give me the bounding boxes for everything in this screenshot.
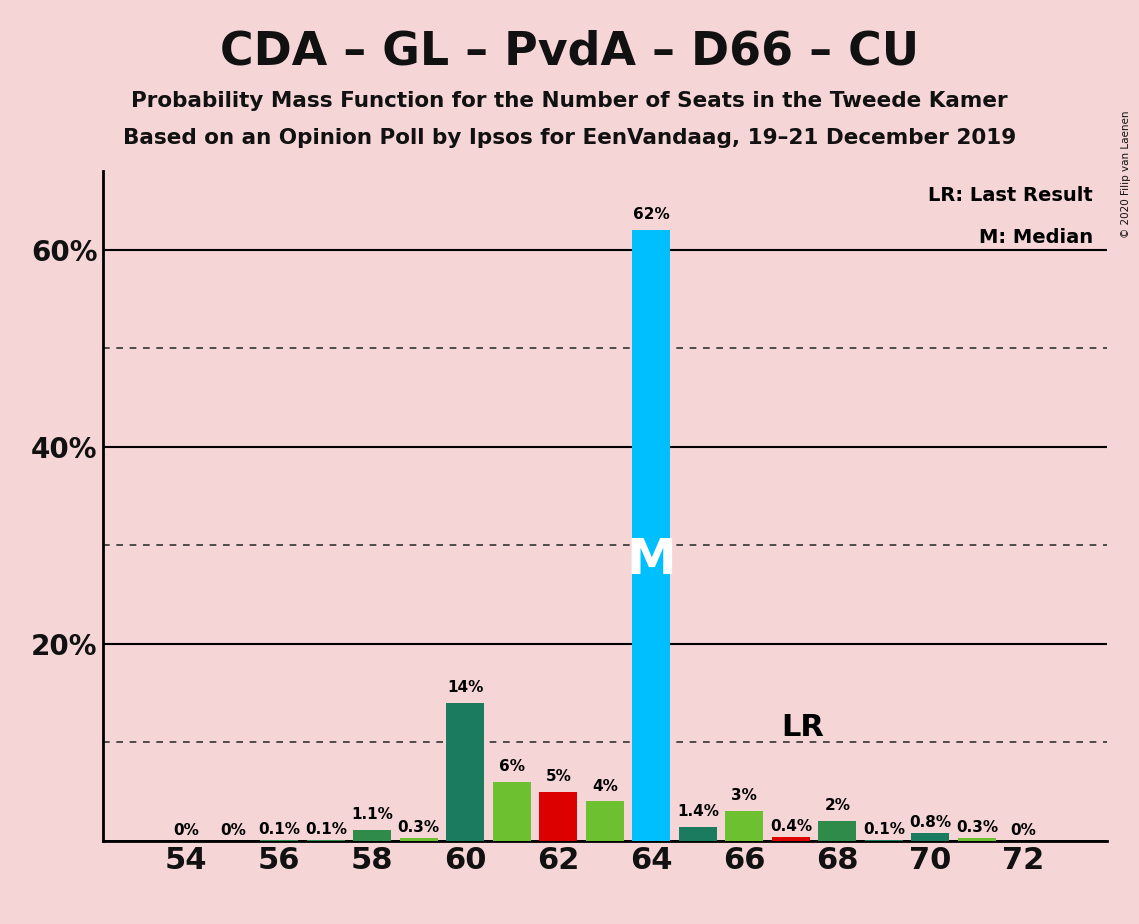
Bar bbox=[400, 838, 437, 841]
Text: 14%: 14% bbox=[448, 680, 483, 695]
Bar bbox=[353, 830, 392, 841]
Text: LR: Last Result: LR: Last Result bbox=[928, 186, 1093, 205]
Bar bbox=[446, 703, 484, 841]
Text: 0.3%: 0.3% bbox=[398, 820, 440, 835]
Text: 0.3%: 0.3% bbox=[956, 820, 998, 835]
Text: 1.4%: 1.4% bbox=[677, 804, 719, 820]
Text: 3%: 3% bbox=[731, 788, 757, 803]
Text: 4%: 4% bbox=[592, 779, 617, 794]
Text: 0.8%: 0.8% bbox=[909, 815, 951, 830]
Bar bbox=[539, 792, 577, 841]
Bar bbox=[306, 840, 345, 841]
Text: Based on an Opinion Poll by Ipsos for EenVandaag, 19–21 December 2019: Based on an Opinion Poll by Ipsos for Ee… bbox=[123, 128, 1016, 148]
Text: 1.1%: 1.1% bbox=[351, 808, 393, 822]
Bar bbox=[679, 827, 716, 841]
Text: 0%: 0% bbox=[1010, 823, 1036, 838]
Bar bbox=[818, 821, 857, 841]
Bar bbox=[585, 801, 624, 841]
Text: M: Median: M: Median bbox=[980, 228, 1093, 247]
Text: 0.4%: 0.4% bbox=[770, 819, 812, 834]
Text: 0.1%: 0.1% bbox=[259, 822, 301, 837]
Text: M: M bbox=[626, 536, 677, 584]
Text: © 2020 Filip van Laenen: © 2020 Filip van Laenen bbox=[1121, 111, 1131, 238]
Text: 62%: 62% bbox=[633, 207, 670, 222]
Bar bbox=[493, 782, 531, 841]
Text: 0.1%: 0.1% bbox=[305, 822, 346, 837]
Text: 0%: 0% bbox=[220, 823, 246, 838]
Text: 5%: 5% bbox=[546, 769, 572, 784]
Bar bbox=[911, 833, 950, 841]
Text: 6%: 6% bbox=[499, 759, 525, 774]
Text: CDA – GL – PvdA – D66 – CU: CDA – GL – PvdA – D66 – CU bbox=[220, 30, 919, 75]
Text: 0.1%: 0.1% bbox=[863, 822, 904, 837]
Text: 2%: 2% bbox=[825, 798, 851, 813]
Text: Probability Mass Function for the Number of Seats in the Tweede Kamer: Probability Mass Function for the Number… bbox=[131, 91, 1008, 111]
Bar bbox=[958, 838, 995, 841]
Bar bbox=[865, 840, 903, 841]
Bar bbox=[260, 840, 298, 841]
Text: LR: LR bbox=[781, 713, 825, 742]
Bar bbox=[772, 837, 810, 841]
Bar bbox=[632, 230, 671, 841]
Text: 0%: 0% bbox=[173, 823, 199, 838]
Bar bbox=[726, 811, 763, 841]
